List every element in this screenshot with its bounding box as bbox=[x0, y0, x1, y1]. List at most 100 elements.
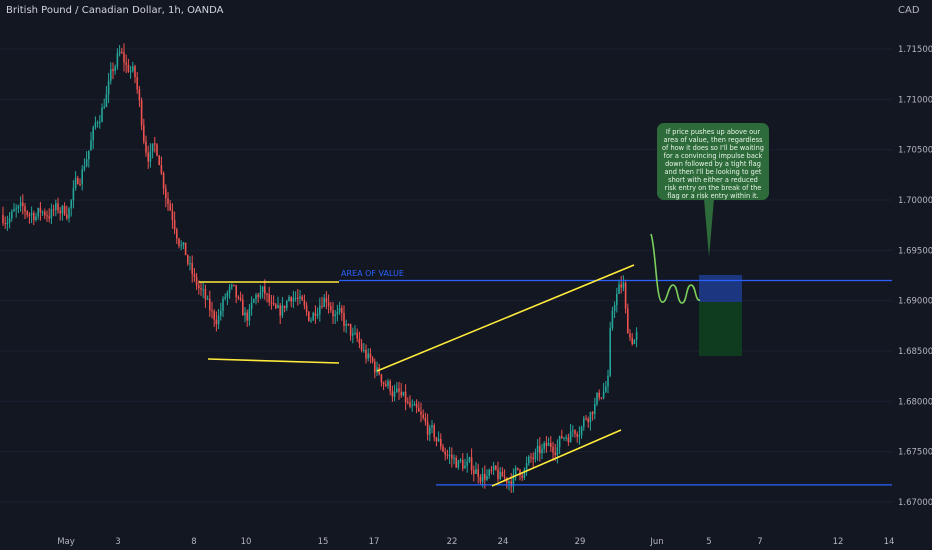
candle-up bbox=[569, 431, 572, 443]
candle-down bbox=[385, 384, 387, 387]
candle-up bbox=[635, 332, 638, 340]
candle-up bbox=[536, 445, 539, 453]
candle-up bbox=[475, 469, 477, 474]
candle-up bbox=[583, 418, 585, 427]
price-tick-label: 1.69000 bbox=[898, 297, 932, 307]
time-tick-label: May bbox=[57, 537, 75, 547]
candle-up bbox=[288, 297, 290, 302]
candle-down bbox=[585, 418, 587, 420]
candle-down bbox=[501, 471, 504, 477]
price-tick-label: 1.69500 bbox=[898, 246, 932, 256]
candle-down bbox=[239, 298, 242, 300]
candle-up bbox=[277, 305, 279, 309]
candle-up bbox=[250, 302, 253, 310]
candle-up bbox=[429, 427, 431, 435]
candle-down bbox=[52, 209, 55, 211]
candle-up bbox=[116, 53, 119, 67]
candle-down bbox=[629, 333, 631, 338]
candle-up bbox=[103, 106, 105, 108]
candle-up bbox=[323, 297, 325, 307]
candle-down bbox=[233, 284, 235, 286]
candle-down bbox=[479, 476, 482, 482]
candle-down bbox=[332, 310, 334, 317]
candle-down bbox=[167, 198, 169, 204]
candle-down bbox=[44, 211, 46, 216]
candle-down bbox=[358, 338, 361, 344]
candle-up bbox=[37, 207, 39, 217]
candle-up bbox=[74, 178, 77, 189]
candle-up bbox=[261, 286, 264, 293]
candle-down bbox=[325, 297, 328, 303]
candle-up bbox=[319, 305, 321, 315]
candle-down bbox=[257, 294, 259, 298]
candle-up bbox=[488, 469, 490, 476]
trendlines bbox=[199, 264, 635, 487]
candle-down bbox=[275, 304, 277, 309]
candle-up bbox=[222, 298, 224, 311]
time-tick-label: 17 bbox=[369, 537, 380, 547]
candle-up bbox=[101, 107, 103, 122]
candle-up bbox=[90, 140, 92, 151]
candle-up bbox=[30, 213, 33, 216]
candle-down bbox=[391, 391, 394, 397]
candle-up bbox=[468, 457, 471, 462]
candle-down bbox=[145, 141, 147, 153]
candle-up bbox=[525, 463, 528, 470]
candle-down bbox=[314, 312, 317, 317]
candle-down bbox=[140, 100, 143, 126]
candle-up bbox=[622, 282, 625, 288]
candle-up bbox=[88, 150, 90, 160]
candle-up bbox=[19, 202, 22, 206]
candle-down bbox=[567, 437, 570, 443]
projected-path bbox=[650, 233, 701, 304]
candle-down bbox=[165, 188, 167, 199]
candle-up bbox=[613, 305, 616, 311]
candle-down bbox=[369, 353, 372, 358]
candle-up bbox=[35, 216, 37, 221]
trendline bbox=[207, 358, 340, 364]
time-tick-label: 14 bbox=[884, 537, 895, 547]
candle-down bbox=[490, 469, 493, 471]
candle-down bbox=[330, 306, 332, 311]
price-tick-label: 1.67500 bbox=[898, 448, 932, 458]
candle-down bbox=[173, 219, 176, 230]
candle-down bbox=[389, 381, 391, 392]
candle-up bbox=[534, 452, 537, 460]
candle-up bbox=[334, 314, 336, 317]
candle-up bbox=[316, 314, 319, 317]
candle-down bbox=[246, 312, 248, 321]
candle-down bbox=[321, 305, 323, 307]
candle-down bbox=[63, 205, 66, 215]
candle-down bbox=[435, 437, 438, 442]
note-callout-tail bbox=[704, 199, 714, 257]
candle-up bbox=[248, 309, 251, 321]
candle-up bbox=[376, 367, 378, 373]
candlestick-series bbox=[2, 43, 638, 493]
candle-up bbox=[96, 122, 99, 124]
candle-up bbox=[281, 305, 284, 316]
candle-down bbox=[360, 343, 363, 351]
candle-down bbox=[176, 229, 178, 239]
time-tick-label: 12 bbox=[833, 537, 844, 547]
candle-down bbox=[530, 456, 532, 458]
time-tick-label: 29 bbox=[575, 537, 586, 547]
candle-up bbox=[367, 353, 369, 359]
candle-down bbox=[264, 286, 266, 294]
candle-down bbox=[470, 457, 473, 471]
candle-up bbox=[110, 69, 112, 81]
candle-down bbox=[28, 214, 31, 216]
candle-down bbox=[365, 349, 367, 359]
candle-down bbox=[503, 476, 506, 478]
time-tick-label: 5 bbox=[706, 537, 711, 547]
candle-down bbox=[624, 282, 627, 309]
candle-down bbox=[591, 411, 594, 415]
candle-down bbox=[497, 469, 499, 480]
candle-down bbox=[521, 475, 523, 478]
candle-down bbox=[171, 210, 174, 220]
candle-down bbox=[290, 297, 292, 302]
candle-up bbox=[202, 289, 204, 291]
candle-down bbox=[451, 455, 453, 459]
price-tick-label: 1.70000 bbox=[898, 196, 932, 206]
candle-up bbox=[602, 391, 605, 398]
